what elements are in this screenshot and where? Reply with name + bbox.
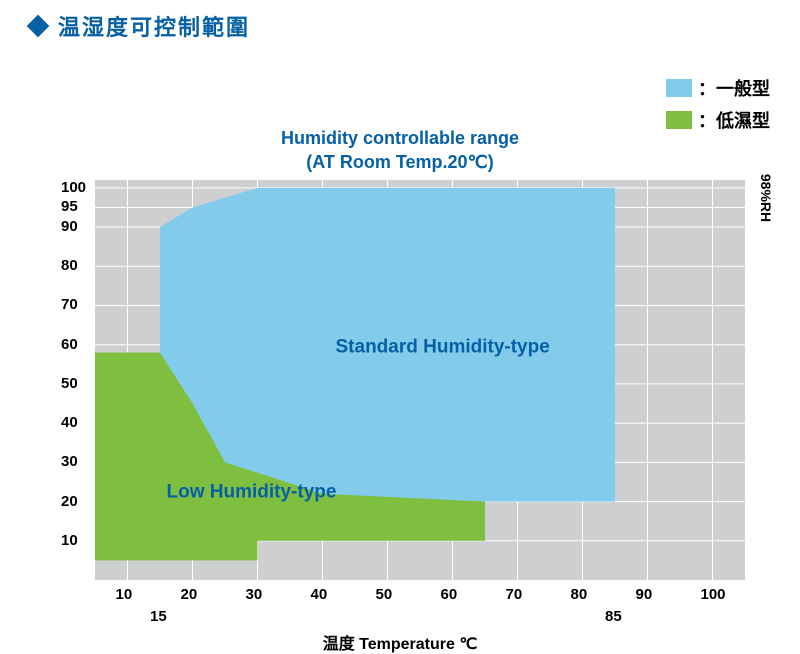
- axis-tick: 70: [506, 586, 523, 603]
- svg-text:Low Humidity-type: Low Humidity-type: [167, 482, 337, 503]
- diamond-bullet-icon: [27, 15, 50, 38]
- axis-tick: 90: [61, 218, 78, 235]
- axis-tick: 90: [636, 586, 653, 603]
- chart-title-line2: (AT Room Temp.20℃): [0, 152, 800, 173]
- axis-tick: 10: [116, 586, 133, 603]
- legend-item-standard: ：一般型: [666, 75, 770, 101]
- axis-tick: 15: [150, 608, 167, 625]
- page-title: 温湿度可控制範圍: [58, 10, 250, 42]
- annotation-98rh: 98%RH: [758, 174, 774, 222]
- page-header: 温湿度可控制範圍: [30, 10, 250, 42]
- axis-tick: 95: [61, 198, 78, 215]
- chart-svg: Standard Humidity-type Low Humidity-type: [95, 180, 745, 580]
- axis-tick: 100: [701, 586, 726, 603]
- axis-tick: 80: [571, 586, 588, 603]
- axis-tick: 30: [61, 453, 78, 470]
- legend-swatch-low: [666, 111, 692, 129]
- legend-swatch-standard: [666, 79, 692, 97]
- axis-tick: 10: [61, 532, 78, 549]
- axis-tick: 70: [61, 296, 78, 313]
- axis-tick: 85: [605, 608, 622, 625]
- axis-tick: 40: [61, 414, 78, 431]
- axis-tick: 80: [61, 257, 78, 274]
- x-axis-label: 温度 Temperature ℃: [0, 630, 800, 654]
- axis-tick: 50: [61, 375, 78, 392]
- axis-tick: 60: [441, 586, 458, 603]
- svg-text:Standard Humidity-type: Standard Humidity-type: [336, 337, 550, 358]
- axis-tick: 40: [311, 586, 328, 603]
- chart-plot-area: Standard Humidity-type Low Humidity-type: [95, 180, 745, 580]
- axis-tick: 60: [61, 336, 78, 353]
- axis-tick: 50: [376, 586, 393, 603]
- axis-tick: 100: [61, 179, 86, 196]
- axis-tick: 20: [61, 493, 78, 510]
- chart-title-line1: Humidity controllable range: [0, 128, 800, 149]
- legend-label-standard: ：一般型: [698, 75, 770, 101]
- axis-tick: 30: [246, 586, 263, 603]
- axis-tick: 20: [181, 586, 198, 603]
